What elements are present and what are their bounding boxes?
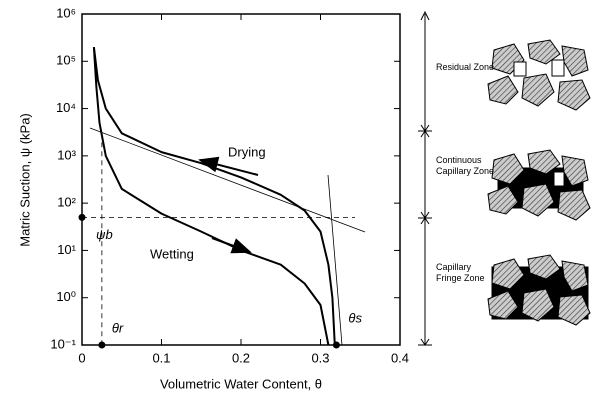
y-tick-label: 10⁵	[56, 53, 76, 68]
y-tick-label: 10³	[57, 147, 76, 162]
x-tick-label: 0.1	[152, 350, 170, 365]
y-tick-label: 10⁻¹	[50, 336, 76, 351]
curve	[92, 46, 336, 346]
x-tick-label: 0.2	[232, 350, 250, 365]
zone-label: Capillary Fringe Zone	[436, 262, 485, 283]
x-axis-label: Volumetric Water Content, θ	[160, 376, 322, 391]
reference-point	[98, 341, 106, 349]
reference-point	[78, 213, 86, 221]
y-tick-label: 10²	[57, 195, 76, 210]
annotation-label: θr	[112, 320, 124, 335]
zone-bracket	[418, 10, 432, 346]
x-tick-label: 0	[78, 350, 85, 365]
x-tick-label: 0.4	[391, 350, 409, 365]
curve	[92, 47, 330, 346]
tangent-line	[89, 127, 366, 233]
plot-frame	[81, 13, 401, 346]
y-tick-label: 10⁰	[56, 289, 76, 304]
y-axis-label: Matric Suction, ψ (kPa)	[17, 113, 32, 247]
zone-label: Continuous Capillary Zone	[436, 155, 495, 176]
series-label: Drying	[228, 144, 266, 159]
annotation-label: ψb	[96, 227, 113, 242]
drying-arrow	[198, 156, 259, 176]
annotation-label: θs	[348, 310, 362, 325]
y-tick-label: 10¹	[57, 242, 76, 257]
tangent-line	[327, 174, 343, 346]
zone-label: Residual Zone	[436, 62, 495, 72]
x-tick-label: 0.3	[311, 350, 329, 365]
series-label: Wetting	[150, 246, 194, 261]
grain-illustration	[487, 39, 591, 326]
y-tick-label: 10⁴	[56, 100, 76, 115]
y-tick-label: 10⁶	[56, 5, 76, 20]
